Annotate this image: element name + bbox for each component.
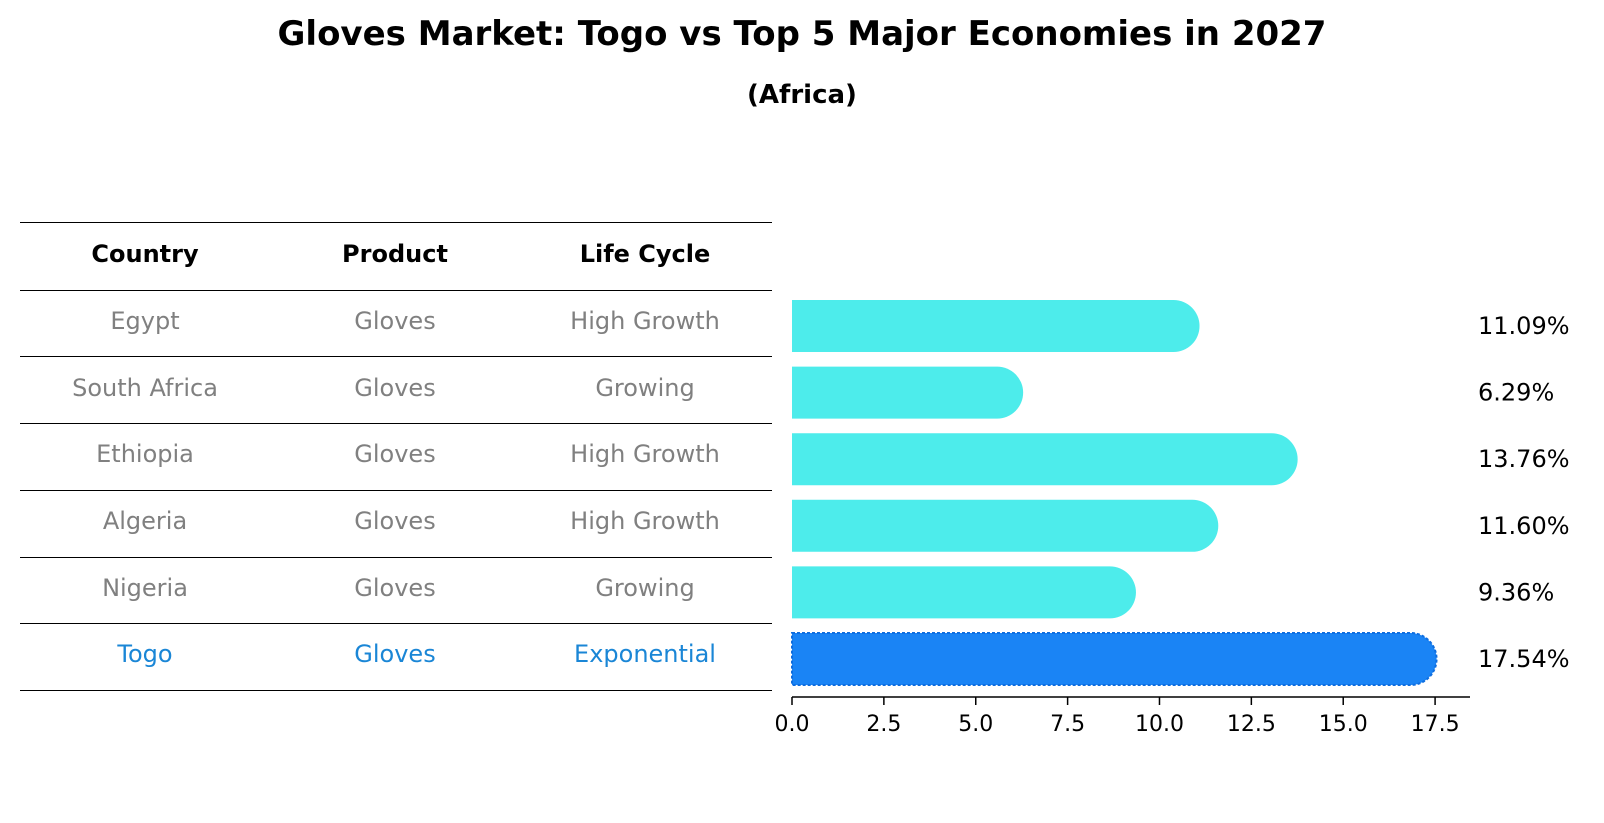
bar bbox=[792, 499, 1219, 552]
x-tick-label: 17.5 bbox=[1411, 712, 1460, 737]
cell-country: Nigeria bbox=[102, 574, 188, 602]
x-tick-label: 5.0 bbox=[958, 712, 993, 737]
table-row-rule bbox=[20, 356, 772, 357]
cell-country: Ethiopia bbox=[96, 440, 194, 468]
x-tick-label: 12.5 bbox=[1227, 712, 1276, 737]
header-country: Country bbox=[91, 240, 199, 268]
table-header-rule bbox=[20, 290, 772, 291]
cell-country: Egypt bbox=[110, 307, 180, 335]
header-product: Product bbox=[342, 240, 448, 268]
bar bbox=[792, 566, 1136, 619]
cell-product: Gloves bbox=[354, 374, 436, 402]
cell-life-cycle: Growing bbox=[595, 574, 695, 602]
bar bbox=[792, 433, 1298, 486]
cell-country: South Africa bbox=[72, 374, 218, 402]
bar-value-label: 11.09% bbox=[1478, 312, 1570, 340]
x-tick-label: 15.0 bbox=[1319, 712, 1368, 737]
table-top-rule bbox=[20, 222, 772, 223]
cell-country: Algeria bbox=[102, 507, 188, 535]
cell-life-cycle: Growing bbox=[595, 374, 695, 402]
cell-product: Gloves bbox=[354, 307, 436, 335]
x-tick-label: 2.5 bbox=[866, 712, 901, 737]
table-row-rule bbox=[20, 623, 772, 624]
bar-value-label: 13.76% bbox=[1478, 445, 1570, 473]
cell-product: Gloves bbox=[354, 440, 436, 468]
bar-value-label: 6.29% bbox=[1478, 379, 1554, 407]
cell-product: Gloves bbox=[354, 507, 436, 535]
cell-life-cycle-highlight: Exponential bbox=[574, 640, 716, 668]
chart-title: Gloves Market: Togo vs Top 5 Major Econo… bbox=[277, 14, 1327, 54]
cell-life-cycle: High Growth bbox=[570, 307, 720, 335]
x-tick-label: 0.0 bbox=[775, 712, 810, 737]
header-life-cycle: Life Cycle bbox=[579, 240, 711, 268]
x-tick-label: 7.5 bbox=[1050, 712, 1085, 737]
x-tick-label: 10.0 bbox=[1135, 712, 1184, 737]
bar-value-label: 11.60% bbox=[1478, 512, 1570, 540]
bar-value-label: 9.36% bbox=[1478, 578, 1554, 606]
bar-value-label: 17.54% bbox=[1478, 645, 1570, 673]
table-row-rule bbox=[20, 423, 772, 424]
table-row-rule bbox=[20, 490, 772, 491]
chart-subtitle: (Africa) bbox=[747, 80, 857, 110]
cell-life-cycle: High Growth bbox=[570, 507, 720, 535]
bar bbox=[792, 366, 1024, 419]
cell-product: Gloves bbox=[354, 574, 436, 602]
cell-life-cycle: High Growth bbox=[570, 440, 720, 468]
cell-country-highlight: Togo bbox=[117, 640, 173, 668]
table-bottom-rule bbox=[20, 690, 772, 691]
cell-product-highlight: Gloves bbox=[354, 640, 436, 668]
table-row-rule bbox=[20, 557, 772, 558]
bar bbox=[792, 300, 1200, 352]
bar-highlight bbox=[791, 632, 1438, 686]
